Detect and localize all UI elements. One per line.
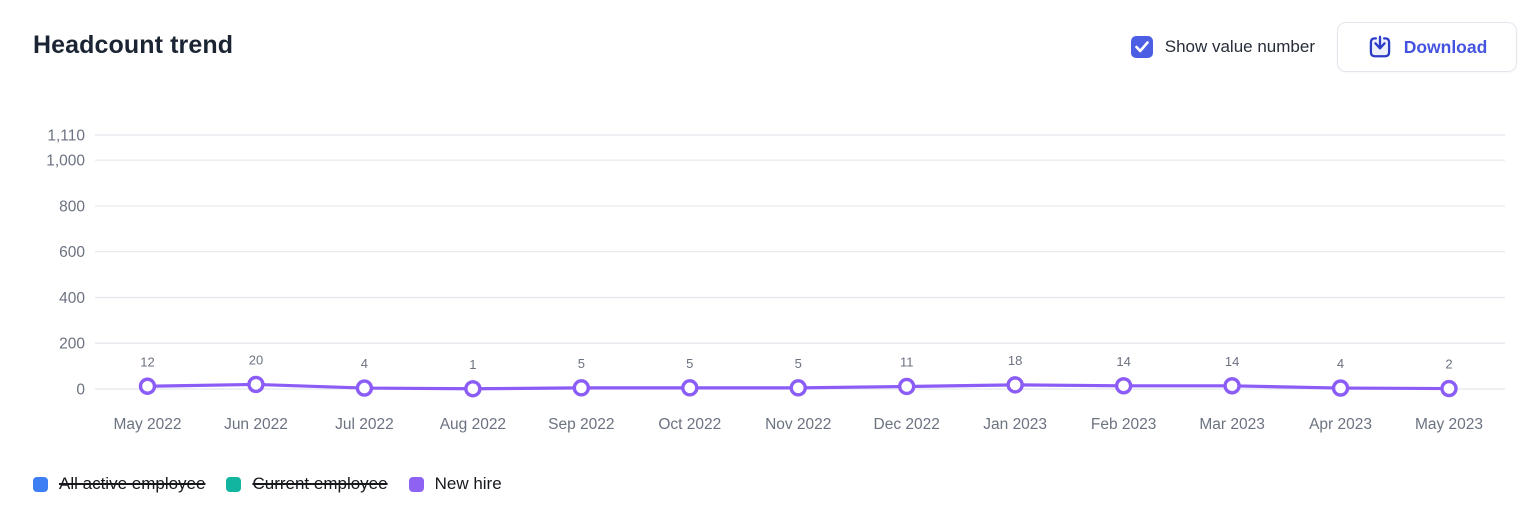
legend-swatch-purple (408, 476, 424, 492)
y-tick-label: 1,000 (46, 153, 85, 170)
x-tick-label: Dec 2022 (874, 416, 940, 433)
data-point-value-label: 11 (900, 354, 914, 369)
legend-label: Current employee (252, 474, 388, 493)
y-tick-label: 1,110 (47, 128, 85, 145)
data-point-marker[interactable] (1006, 376, 1024, 394)
data-point-marker[interactable] (1440, 379, 1458, 398)
x-tick-label: Feb 2023 (1091, 416, 1157, 433)
data-point-marker[interactable] (789, 379, 807, 397)
data-point-marker[interactable] (138, 377, 157, 395)
data-point-marker[interactable] (355, 379, 374, 397)
y-tick-label: 200 (59, 336, 85, 353)
data-point-value-label: 5 (795, 356, 802, 371)
y-tick-label: 400 (59, 290, 85, 307)
data-point-value-label: 4 (361, 356, 368, 371)
data-point-marker[interactable] (898, 377, 916, 396)
data-point-value-label: 18 (1008, 353, 1022, 368)
x-tick-label: Sep 2022 (548, 416, 614, 433)
y-tick-label: 800 (59, 198, 85, 215)
data-point-marker[interactable] (1331, 379, 1350, 397)
legend-item-current-employee[interactable]: Current employee (226, 474, 388, 494)
y-tick-label: 0 (76, 382, 85, 399)
legend-swatch-blue (33, 476, 48, 492)
data-point-marker[interactable] (572, 379, 591, 397)
data-point-marker[interactable] (464, 380, 482, 398)
page-title: Headcount trend (33, 31, 234, 59)
data-point-value-label: 4 (1337, 356, 1344, 371)
checkmark-icon (1134, 41, 1149, 53)
data-point-marker[interactable] (1114, 377, 1133, 395)
legend-label: All active employee (59, 474, 206, 493)
x-tick-label: Jan 2023 (983, 416, 1047, 433)
data-point-value-label: 20 (249, 352, 263, 367)
data-point-value-label: 12 (140, 354, 154, 369)
x-tick-label: Aug 2022 (440, 416, 506, 433)
data-point-value-label: 1 (469, 357, 476, 372)
x-tick-label: Nov 2022 (765, 416, 831, 433)
header-controls: Show value number Download (1130, 22, 1517, 72)
data-point-marker[interactable] (247, 375, 265, 394)
legend-item-all-active-employee[interactable]: All active employee (33, 474, 205, 494)
legend-item-new-hire[interactable]: New hire (408, 474, 502, 494)
data-point-marker[interactable] (681, 379, 699, 397)
data-point-value-label: 14 (1116, 354, 1130, 369)
headcount-line-chart: 1,110 1,000 800 600 400 200 0 May 2022 Jun 2022 J… (46, 128, 1505, 433)
download-button-label: Download (1403, 36, 1488, 57)
x-tick-label: Apr 2023 (1309, 416, 1372, 433)
data-point-marker[interactable] (1223, 377, 1241, 395)
data-point-value-label: 5 (578, 356, 585, 371)
show-value-checkbox-group[interactable]: Show value number (1130, 36, 1315, 58)
data-point-value-label: 5 (686, 356, 693, 371)
x-tick-label: May 2022 (113, 416, 181, 433)
x-tick-label: May 2023 (1415, 416, 1483, 433)
legend-swatch-teal (226, 476, 242, 492)
chart-legend: All active employee Current employee New… (33, 474, 502, 494)
y-tick-label: 600 (59, 244, 85, 261)
data-point-value-label: 14 (1225, 354, 1239, 369)
legend-label: New hire (434, 474, 502, 493)
data-point-value-label: 2 (1445, 357, 1452, 372)
x-tick-label: Jul 2022 (335, 416, 394, 433)
x-tick-label: Mar 2023 (1199, 416, 1264, 433)
x-tick-label: Oct 2022 (658, 416, 721, 433)
download-button[interactable]: Download (1337, 22, 1517, 72)
show-value-checkbox[interactable] (1130, 36, 1153, 58)
show-value-checkbox-label: Show value number (1164, 37, 1315, 56)
x-tick-label: Jun 2022 (224, 416, 288, 433)
download-icon (1369, 35, 1390, 58)
